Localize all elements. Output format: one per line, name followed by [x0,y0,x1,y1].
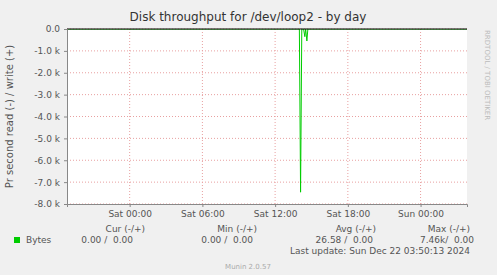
summary-value: 7.46k/ 0.00 [420,235,474,245]
tick: -3.0 k [34,90,67,100]
tick-label: Sat 06:00 [181,209,225,219]
footer: Munin 2.0.57 [225,263,271,271]
tick-mark [275,204,276,207]
legend-label: Bytes [26,235,52,245]
tick-label: 0.0 [46,24,61,34]
grid-line [67,116,467,117]
tick-label: -7.0 k [34,178,60,188]
tick-mark [64,160,67,161]
summary-header: Cur (-/+) [106,224,145,234]
watermark: RRDTOOL / TOBI OETIKER [483,30,491,120]
grid-line [67,182,467,183]
tick: 0.0 [46,24,67,34]
tick: -1.0 k [34,46,67,56]
tick-mark [64,138,67,139]
tick-mark [64,73,67,74]
chart: 0.0 -1.0 k -2.0 k -3.0 k -4.0 k -5.0 k -6.0 k -… [0,0,497,275]
tick-mark [130,204,131,207]
tick-mark [348,204,349,207]
series-line [67,29,467,192]
tick: -2.0 k [34,68,67,78]
tick-label: -1.0 k [34,46,60,56]
tick: -8.0 k [34,199,67,209]
grid-line [129,29,130,204]
tick-mark [64,51,67,52]
tick: -7.0 k [34,178,67,188]
tick-mark [64,182,67,183]
grid-line [67,50,467,51]
plot-area [67,29,467,192]
tick-mark [64,204,67,205]
x-axis: Sat 00:00 Sat 06:00 Sat 12:00 Sat 18:00 Sun … [68,204,468,219]
grid-line [275,29,276,204]
tick-mark [202,204,203,207]
tick-label: Sat 12:00 [254,209,298,219]
plot-background [67,29,467,204]
tick-label: Sun 00:00 [398,209,444,219]
grid-line [67,160,467,161]
grid-line [67,72,467,73]
tick-mark [64,29,67,30]
tick: Sat 06:00 [181,204,225,219]
title: Disk throughput for /dev/loop2 - by day [130,10,367,24]
tick: Sat 12:00 [254,204,298,219]
grid-line [347,29,348,204]
grid [67,29,467,204]
summary-header: Min (-/+) [217,224,257,234]
grid-line [202,29,203,204]
tick: -5.0 k [34,134,67,144]
grid-line [420,29,421,204]
summary-value: 0.00 / 0.00 [201,235,253,245]
tick-label: -3.0 k [34,90,60,100]
frame-line [67,29,467,30]
tick: Sat 18:00 [327,204,371,219]
tick: Sun 00:00 [398,204,444,219]
tick: Sat 00:00 [108,204,152,219]
tick-label: -2.0 k [34,68,60,78]
summary-value: 26.58 / 0.00 [316,235,374,245]
legend-swatch [14,237,20,243]
summary-value: 0.00 / 0.00 [81,235,133,245]
last-update: Last update: Sun Dec 22 03:50:13 2024 [290,246,470,256]
tick-label: -6.0 k [34,156,60,166]
tick-label: -4.0 k [34,112,60,122]
tick-label: -8.0 k [34,199,60,209]
tick-mark [64,95,67,96]
summary-header: Max (-/+) [428,224,470,234]
axis-line [68,205,468,208]
tick-label: Sat 18:00 [327,209,371,219]
summary-header: Avg (-/+) [336,224,376,234]
background [0,0,497,275]
tick-label: Sat 00:00 [108,209,152,219]
tick: -6.0 k [34,156,67,166]
grid-line [67,29,467,30]
axis-line [64,30,68,205]
tick-label: -5.0 k [34,134,60,144]
grid-line [67,94,467,95]
y-axis-title: Pr second read (-) / write (+) [4,45,15,188]
tick-mark [64,117,67,118]
tick: -4.0 k [34,112,67,122]
tick-mark [421,204,422,207]
y-axis: 0.0 -1.0 k -2.0 k -3.0 k -4.0 k -5.0 k -6.0 k -… [34,24,67,209]
grid-line [67,138,467,139]
